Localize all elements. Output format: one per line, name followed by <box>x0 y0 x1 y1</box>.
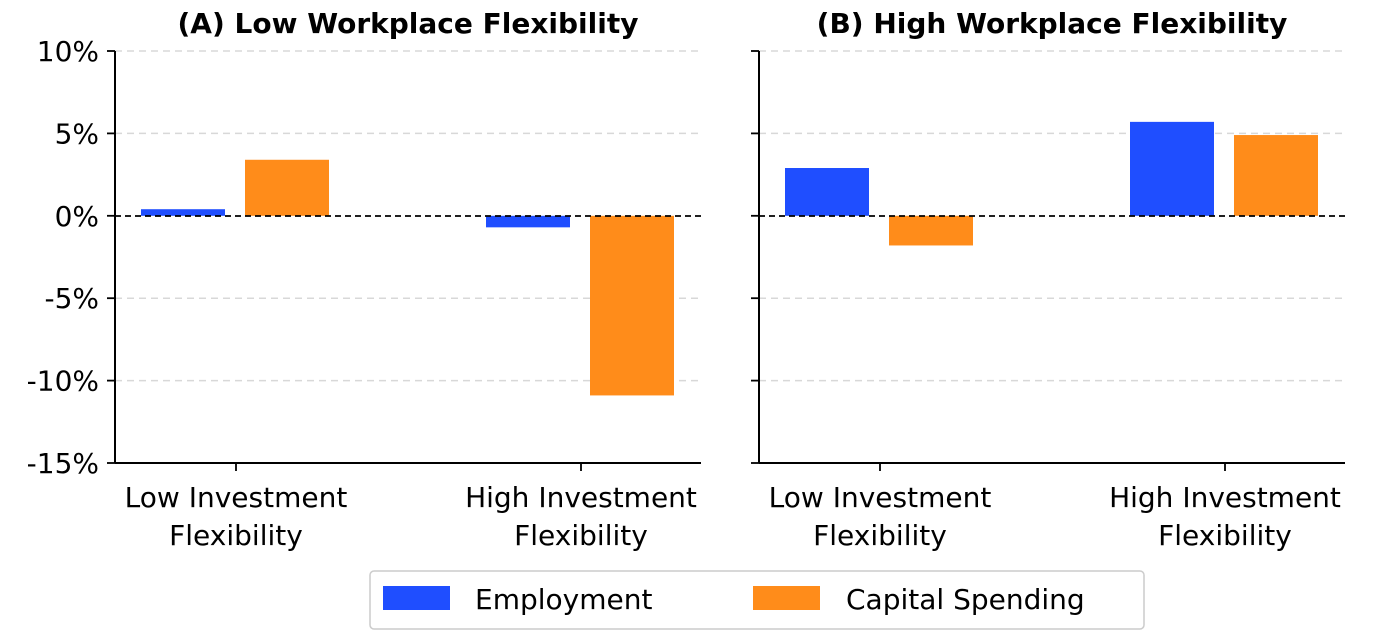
y-tick-label: -15% <box>27 447 99 480</box>
panel-b-title: (B) High Workplace Flexibility <box>817 7 1288 40</box>
panel-b: (B) High Workplace Flexibility Low Inves… <box>751 7 1345 552</box>
panel-a-x-ticks: Low Investment Flexibility High Investment… <box>125 463 697 552</box>
y-tick-label: 5% <box>55 117 99 150</box>
y-tick-label: -5% <box>44 282 99 315</box>
panel-b-x-ticks: Low Investment Flexibility High Investment… <box>769 463 1341 552</box>
panel-b-bars <box>785 121 1318 246</box>
legend-swatch-employment <box>383 586 450 610</box>
panel-a: (A) Low Workplace Flexibility 10% 5% 0% -5%… <box>27 7 701 552</box>
legend-swatch-capital-spending <box>753 586 820 610</box>
panel-b-y-ticks <box>751 50 759 464</box>
x-tick-label: Low Investment Flexibility <box>769 481 992 552</box>
bar-employment <box>1130 121 1214 216</box>
y-tick-label: 10% <box>37 35 99 68</box>
y-tick-label: -10% <box>27 365 99 398</box>
panel-b-gridlines <box>759 50 1345 382</box>
bar-capital-spending <box>245 159 329 216</box>
legend: Employment Capital Spending <box>369 570 1145 630</box>
x-tick-label: High Investment Flexibility <box>1109 481 1341 552</box>
x-tick-label: High Investment Flexibility <box>465 481 697 552</box>
legend-label-employment: Employment <box>475 583 652 616</box>
x-tick-label: Low Investment Flexibility <box>125 481 348 552</box>
bar-capital-spending <box>1234 135 1318 216</box>
y-tick-label: 0% <box>55 200 99 233</box>
bar-capital-spending <box>590 215 674 396</box>
bar-employment <box>486 215 570 228</box>
legend-label-capital-spending: Capital Spending <box>846 583 1085 616</box>
bar-employment <box>785 168 869 216</box>
panel-a-gridlines <box>115 50 701 382</box>
panel-a-bars <box>141 159 674 396</box>
panel-a-y-ticks: 10% 5% 0% -5% -10% -15% <box>27 35 115 480</box>
bar-capital-spending <box>889 215 973 246</box>
bar-employment <box>141 209 225 216</box>
panel-a-title: (A) Low Workplace Flexibility <box>178 7 639 40</box>
